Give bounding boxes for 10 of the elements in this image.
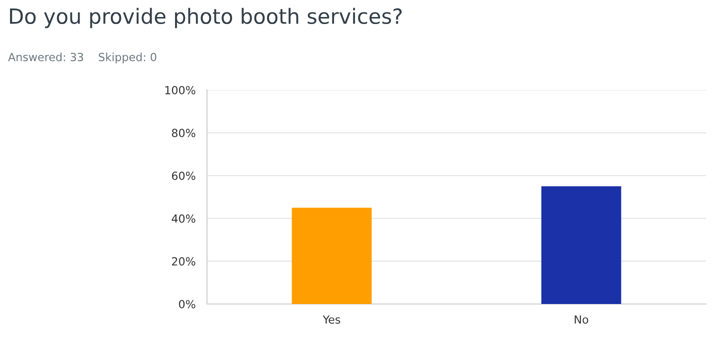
y-tick-label: 20% — [172, 257, 196, 266]
chart-title: Do you provide photo booth services? — [10, 8, 402, 28]
y-tick-label: 60% — [172, 172, 196, 180]
x-tick-label: Yes — [322, 315, 340, 324]
y-tick-label: 0% — [178, 300, 196, 308]
x-tick-label: No — [574, 315, 588, 324]
y-tick-label: 40% — [172, 214, 196, 223]
y-tick-label: 100% — [165, 86, 196, 94]
y-tick-label: 80% — [172, 128, 196, 138]
text: Answered: 33 Skipped: 0 — [8, 52, 156, 64]
